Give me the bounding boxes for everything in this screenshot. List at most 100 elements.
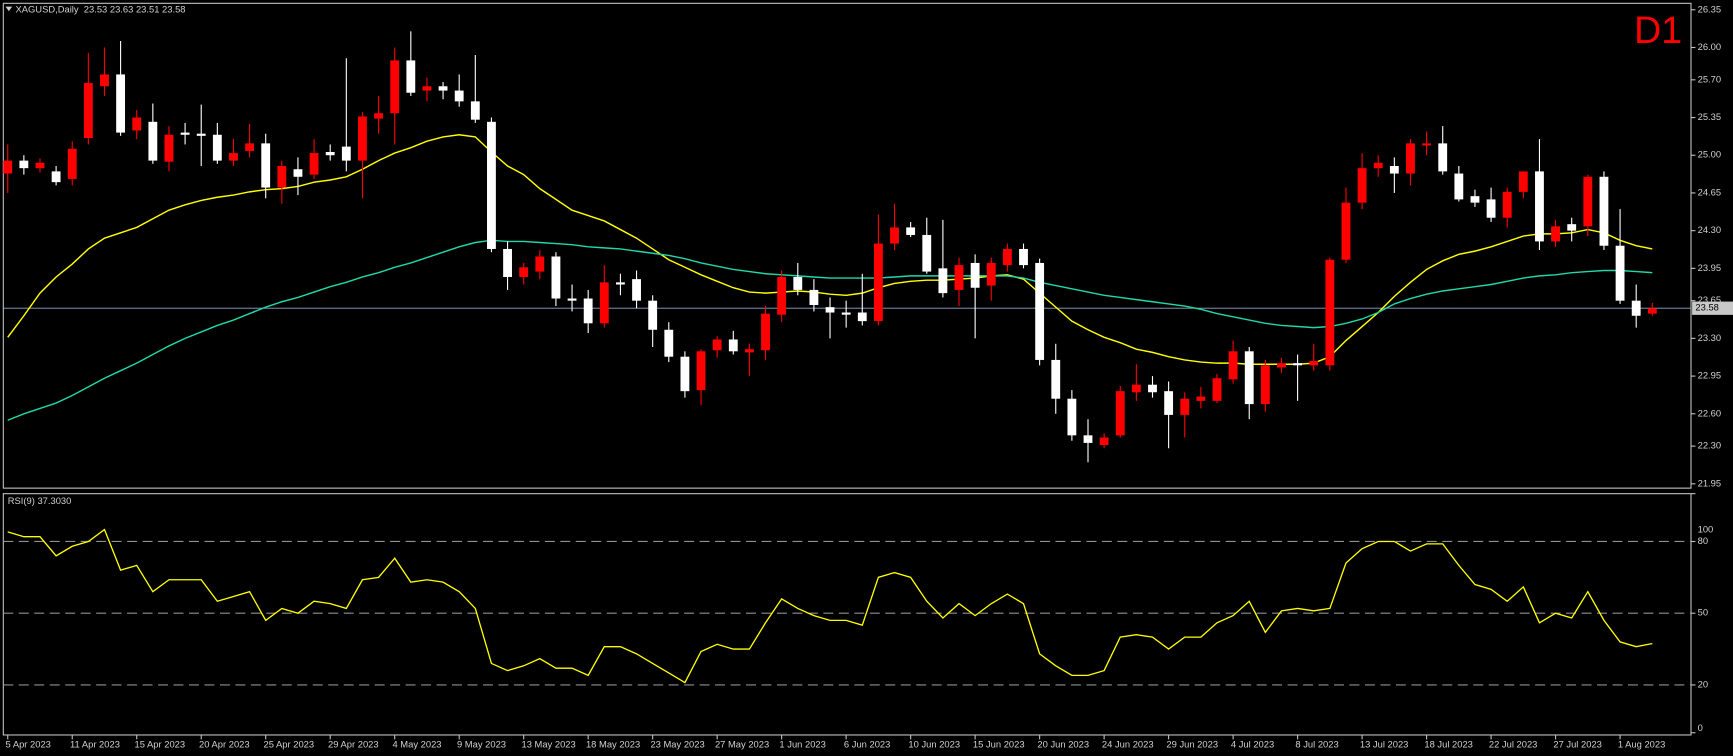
rsi-line (7, 528, 1653, 684)
candle-body (922, 234, 932, 272)
moving-average (7, 239, 1653, 421)
candle-body (1599, 176, 1609, 246)
candle-body (1019, 248, 1028, 266)
candle-body (1422, 143, 1432, 146)
candle-body (664, 329, 674, 357)
candle-body (1131, 384, 1141, 393)
candle-body (1535, 171, 1544, 242)
x-tick-label: 10 Jun 2023 (908, 738, 960, 749)
x-tick-label: 18 May 2023 (586, 738, 640, 749)
last-price-label: 23.58 (1695, 302, 1718, 313)
x-tick-label: 27 May 2023 (715, 738, 769, 749)
candle-body (1615, 245, 1625, 301)
candle-body (487, 121, 496, 249)
candle-body (1470, 196, 1480, 203)
x-tick-label: 11 Apr 2023 (70, 738, 120, 749)
candle-body (35, 162, 45, 169)
menu-triangle[interactable] (5, 6, 13, 12)
candle-body (1212, 378, 1222, 401)
candle-body (229, 153, 238, 161)
y-tick-label: 24.65 (1698, 186, 1721, 197)
x-tick-label: 13 May 2023 (521, 738, 575, 749)
candle-body (1228, 351, 1238, 380)
candle-body (1438, 143, 1448, 172)
candle-body (148, 121, 158, 161)
candle-body (728, 339, 738, 352)
candle-body (1373, 162, 1383, 169)
candle-body (470, 101, 480, 120)
x-tick-label: 4 Jul 2023 (1231, 738, 1274, 749)
timeframe-label: D1 (1634, 9, 1682, 51)
candle-body (438, 86, 448, 91)
x-tick-label: 6 Jun 2023 (844, 738, 890, 749)
candle-body (551, 256, 561, 299)
x-tick-label: 18 Jul 2023 (1424, 738, 1473, 749)
candle-body (567, 298, 577, 301)
last-price-box (1692, 301, 1733, 315)
candle-body (196, 133, 206, 136)
candle-body (83, 83, 93, 138)
y-tick-label: 26.00 (1698, 41, 1721, 52)
x-tick-label: 23 May 2023 (650, 738, 704, 749)
y-tick-label: 80 (1698, 535, 1708, 546)
x-tick-label: 15 Apr 2023 (135, 738, 186, 749)
candle-body (212, 134, 222, 161)
candle-body (116, 74, 126, 133)
candle-body (1389, 166, 1399, 174)
candle-body (906, 227, 916, 235)
candle-body (712, 339, 722, 351)
candle-body (261, 143, 271, 188)
candle-body (1567, 224, 1577, 231)
y-tick-label: 0 (1698, 722, 1703, 733)
candle-body (1325, 259, 1335, 366)
candle-body (277, 166, 287, 188)
candle-body (954, 265, 964, 290)
y-tick-label: 23.30 (1698, 332, 1721, 343)
y-tick-label: 26.35 (1698, 3, 1721, 14)
candle-body (325, 151, 335, 156)
candle-body (857, 312, 867, 322)
candle-body (616, 282, 625, 285)
x-tick-label: 20 Jun 2023 (1037, 738, 1089, 749)
x-tick-label: 29 Apr 2023 (328, 738, 379, 749)
candle-body (599, 282, 609, 324)
x-tick-label: 1 Jun 2023 (779, 738, 825, 749)
y-tick-label: 22.30 (1698, 440, 1721, 451)
candle-body (390, 60, 400, 114)
candle-body (761, 313, 770, 351)
candle-body (1035, 262, 1045, 360)
candle-body (1164, 391, 1174, 415)
y-tick-label: 23.95 (1698, 262, 1721, 273)
candle-body (422, 86, 432, 91)
candle-body (841, 312, 851, 315)
candle-body (19, 160, 29, 169)
candle-body (793, 276, 803, 290)
candle-body (1309, 361, 1319, 366)
candle-body (680, 356, 690, 392)
y-tick-label: 22.95 (1698, 370, 1721, 381)
candle-body (970, 262, 980, 288)
candle-body (67, 148, 77, 179)
candle-body (696, 351, 706, 391)
candle-body (1099, 437, 1109, 446)
candle-body (180, 132, 190, 135)
candle-body (309, 153, 319, 175)
candle-body (1647, 308, 1657, 314)
candle-body (873, 243, 883, 322)
rsi-title: RSI(9) 37.3030 (8, 495, 72, 506)
candle-body (1180, 398, 1190, 415)
x-tick-label: 20 Apr 2023 (199, 738, 250, 749)
candle-body (1244, 351, 1254, 405)
candle-body (938, 268, 948, 294)
candle-body (1196, 396, 1206, 401)
candle-body (1148, 384, 1157, 393)
candle-body (1551, 226, 1560, 242)
y-tick-label: 25.35 (1698, 111, 1721, 122)
x-tick-label: 25 Apr 2023 (263, 738, 314, 749)
rsi-panel-frame (2, 493, 1692, 736)
x-tick-label: 24 Jun 2023 (1102, 738, 1154, 749)
candle-body (1357, 168, 1367, 203)
candle-body (890, 227, 899, 244)
